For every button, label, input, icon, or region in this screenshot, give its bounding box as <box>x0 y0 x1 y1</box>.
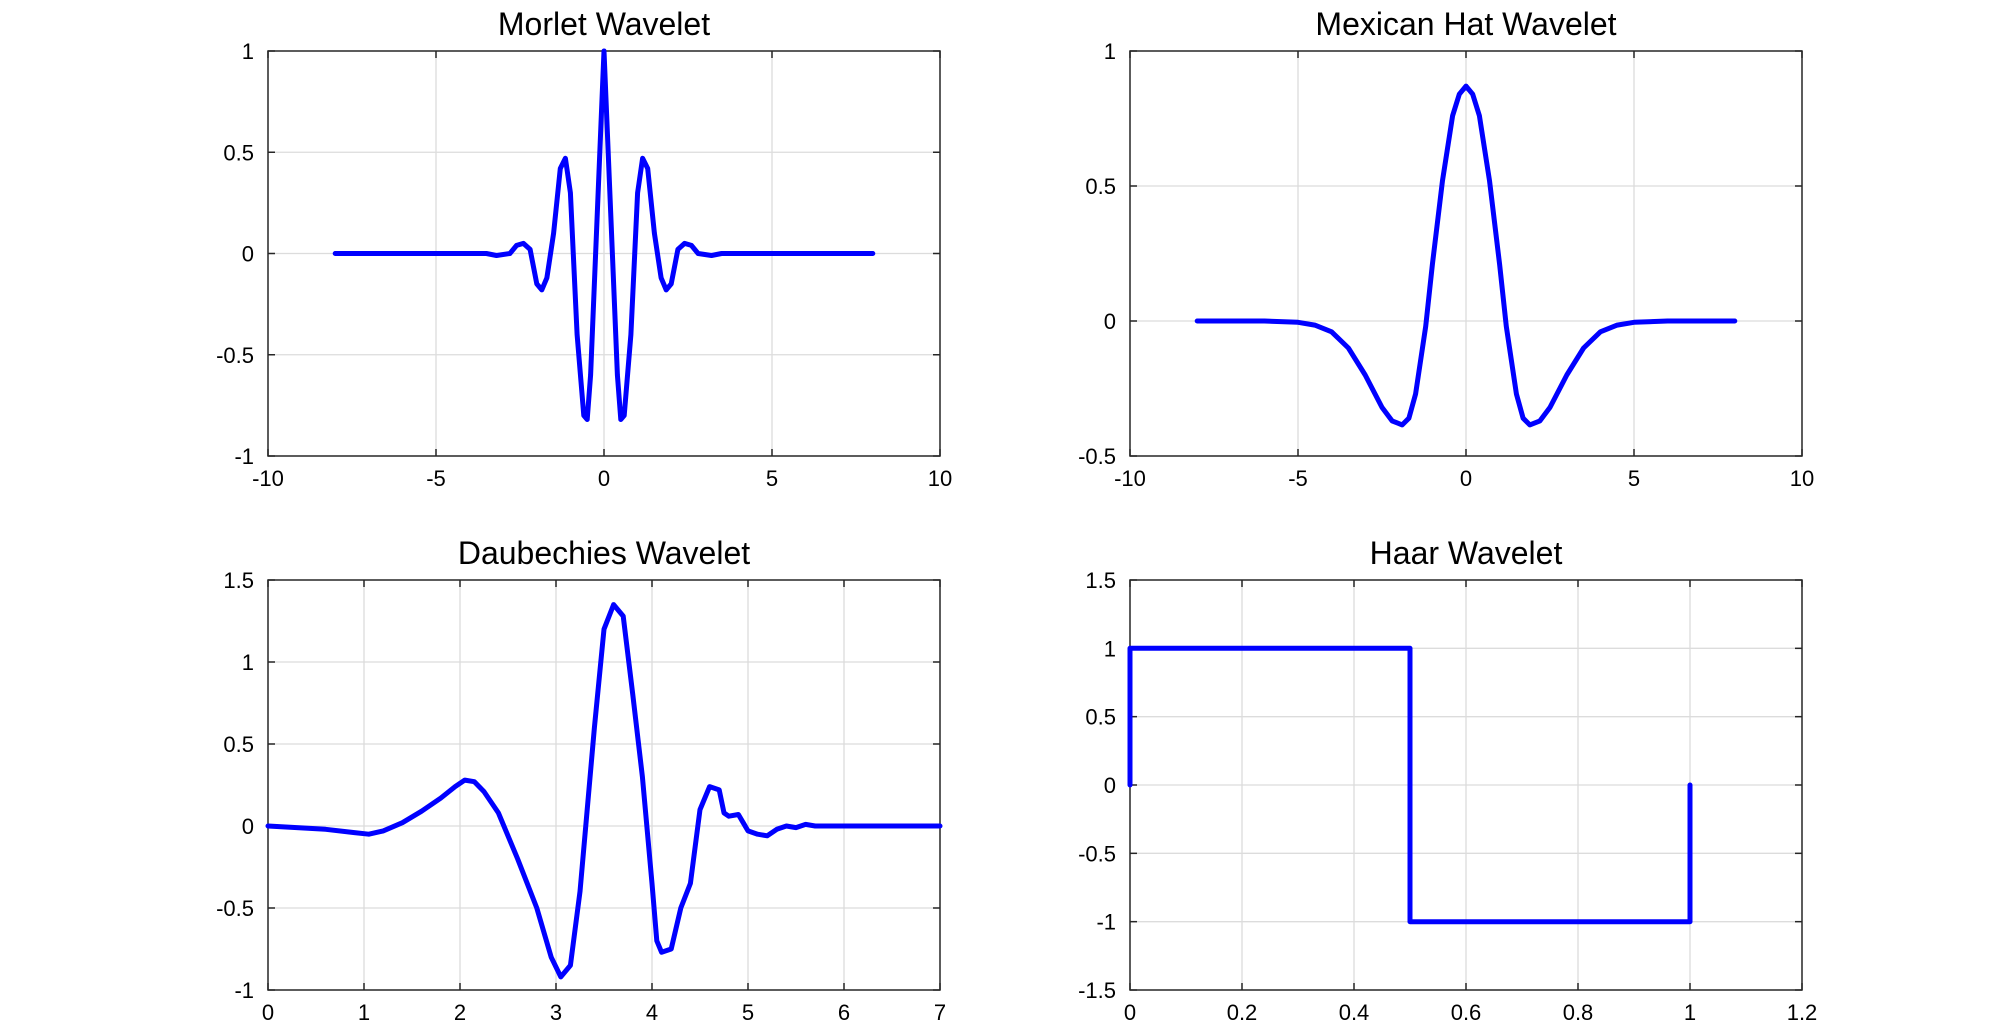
haar-wavelet-x-tick-label: 1.2 <box>1787 1000 1818 1025</box>
mexican-hat-wavelet-x-tick-label: 0 <box>1460 466 1472 491</box>
haar-wavelet-y-tick-label: -0.5 <box>1078 841 1116 866</box>
mexican-hat-wavelet-x-tick-label: 5 <box>1628 466 1640 491</box>
morlet-wavelet-x-tick-label: -10 <box>252 466 284 491</box>
daubechies-wavelet-y-tick-label: 1.5 <box>223 568 254 593</box>
mexican-hat-wavelet-x-tick-label: -5 <box>1288 466 1308 491</box>
haar-wavelet-x-tick-label: 0.4 <box>1339 1000 1370 1025</box>
haar-wavelet-series-line <box>1127 645 1693 925</box>
mexican-hat-wavelet-series-line <box>1194 83 1738 428</box>
haar-wavelet-y-tick-label: -1.5 <box>1078 978 1116 1003</box>
mexican-hat-wavelet-y-tick-label: -0.5 <box>1078 444 1116 469</box>
haar-wavelet-y-tick-label: 0 <box>1104 773 1116 798</box>
daubechies-wavelet-x-tick-label: 1 <box>358 1000 370 1025</box>
mexican-hat-wavelet-y-tick-label: 1 <box>1104 39 1116 64</box>
daubechies-wavelet-y-tick-label: 0 <box>242 814 254 839</box>
haar-wavelet-y-tick-label: 1 <box>1104 636 1116 661</box>
daubechies-wavelet-x-tick-label: 5 <box>742 1000 754 1025</box>
morlet-wavelet-y-tick-label: 1 <box>242 39 254 64</box>
haar-wavelet-title: Haar Wavelet <box>1370 535 1563 571</box>
daubechies-wavelet-chart: 0 1 2 3 4 5 6 7 -1 -0.5 0 0.5 1 1.5 Daubechies Wavelet <box>216 535 946 1025</box>
daubechies-wavelet-x-tick-label: 0 <box>262 1000 274 1025</box>
morlet-wavelet-y-tick-label: -0.5 <box>216 343 254 368</box>
daubechies-wavelet-x-tick-label: 3 <box>550 1000 562 1025</box>
daubechies-wavelet-series-line <box>265 602 943 980</box>
haar-wavelet-y-tick-label: 1.5 <box>1085 568 1116 593</box>
daubechies-wavelet-axes <box>267 579 941 991</box>
daubechies-wavelet-x-tick-label: 6 <box>838 1000 850 1025</box>
haar-wavelet-x-tick-label: 0.2 <box>1227 1000 1258 1025</box>
daubechies-wavelet-x-tick-label: 7 <box>934 1000 946 1025</box>
morlet-wavelet-series-line <box>332 48 876 422</box>
daubechies-wavelet-y-tick-label: -1 <box>234 978 254 1003</box>
morlet-wavelet-x-tick-label: 5 <box>766 466 778 491</box>
morlet-wavelet-x-tick-label: -5 <box>426 466 446 491</box>
morlet-wavelet-y-tick-label: -1 <box>234 444 254 469</box>
morlet-wavelet-title: Morlet Wavelet <box>498 6 710 42</box>
morlet-wavelet-chart: -10 -5 0 5 10 -1 -0.5 0 0.5 1 Morlet Wavelet <box>216 6 952 491</box>
haar-wavelet-x-tick-label: 0.6 <box>1451 1000 1482 1025</box>
mexican-hat-wavelet-y-tick-label: 0 <box>1104 309 1116 334</box>
mexican-hat-wavelet-x-tick-label: 10 <box>1790 466 1814 491</box>
mexican-hat-wavelet-x-tick-label: -10 <box>1114 466 1146 491</box>
daubechies-wavelet-x-tick-label: 4 <box>646 1000 658 1025</box>
daubechies-wavelet-y-tick-label: 1 <box>242 650 254 675</box>
haar-wavelet-x-tick-label: 0 <box>1124 1000 1136 1025</box>
daubechies-wavelet-title: Daubechies Wavelet <box>458 535 750 571</box>
mexican-hat-wavelet-y-tick-label: 0.5 <box>1085 174 1116 199</box>
morlet-wavelet-y-tick-label: 0.5 <box>223 140 254 165</box>
morlet-wavelet-x-tick-label: 10 <box>928 466 952 491</box>
daubechies-wavelet-y-tick-label: 0.5 <box>223 732 254 757</box>
haar-wavelet-x-tick-label: 1 <box>1684 1000 1696 1025</box>
mexican-hat-wavelet-title: Mexican Hat Wavelet <box>1315 6 1616 42</box>
haar-wavelet-x-tick-label: 0.8 <box>1563 1000 1594 1025</box>
haar-wavelet-y-tick-label: -1 <box>1096 910 1116 935</box>
mexican-hat-wavelet-chart: -10 -5 0 5 10 -0.5 0 0.5 1 Mexican Hat Wavelet <box>1078 6 1814 491</box>
haar-wavelet-chart: 0 0.2 0.4 0.6 0.8 1 1.2 -1.5 -1 -0.5 0 0.5 1 1.5 Haar … <box>1078 535 1817 1025</box>
haar-wavelet-y-tick-label: 0.5 <box>1085 705 1116 730</box>
daubechies-wavelet-x-tick-label: 2 <box>454 1000 466 1025</box>
daubechies-wavelet-y-tick-label: -0.5 <box>216 896 254 921</box>
morlet-wavelet-x-tick-label: 0 <box>598 466 610 491</box>
morlet-wavelet-y-tick-label: 0 <box>242 242 254 267</box>
